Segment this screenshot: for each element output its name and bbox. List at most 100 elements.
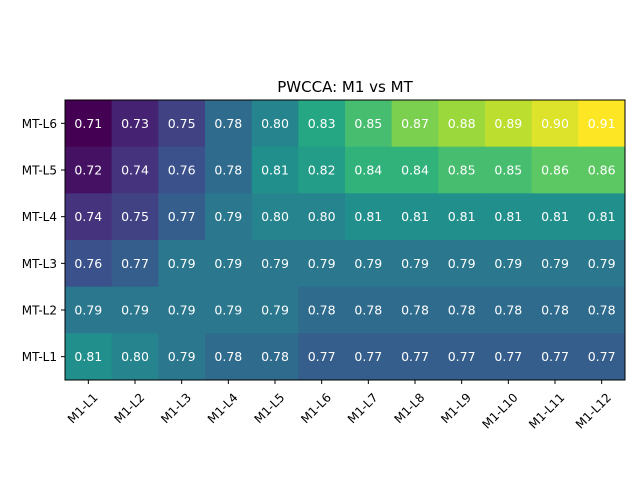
cell-value-label: 0.73 <box>121 116 149 131</box>
cell-value-label: 0.81 <box>261 163 289 178</box>
heatmap-cell <box>391 333 439 381</box>
heatmap-cell <box>205 240 253 288</box>
cell-value-label: 0.86 <box>588 163 616 178</box>
cell-value-label: 0.90 <box>541 116 569 131</box>
heatmap-cell <box>578 333 626 381</box>
heatmap-cell <box>65 333 113 381</box>
cell-value-label: 0.79 <box>74 303 102 318</box>
cell-value-label: 0.79 <box>448 256 476 271</box>
heatmap-cell <box>345 240 393 288</box>
heatmap-cell <box>345 333 393 381</box>
heatmap-cell-labels: 0.71 0.73 0.75 0.78 0.80 0.83 0.85 0.87 0.88 0.89… <box>74 116 615 364</box>
heatmap-cell <box>158 240 206 288</box>
cell-value-label: 0.77 <box>588 349 616 364</box>
cell-value-label: 0.83 <box>308 116 336 131</box>
cell-value-label: 0.79 <box>308 256 336 271</box>
chart-title: PWCCA: M1 vs MT <box>277 78 413 96</box>
heatmap-cell <box>205 286 253 334</box>
heatmap-cell <box>111 100 159 148</box>
cell-value-label: 0.81 <box>494 209 522 224</box>
heatmap-cell <box>345 193 393 241</box>
heatmap-cell <box>65 146 113 194</box>
cell-value-label: 0.81 <box>448 209 476 224</box>
cell-value-label: 0.80 <box>308 209 336 224</box>
heatmap-cell <box>345 146 393 194</box>
cell-value-label: 0.78 <box>541 303 569 318</box>
heatmap-cell <box>485 240 533 288</box>
heatmap-cell <box>205 193 253 241</box>
heatmap-cell <box>531 193 579 241</box>
cell-value-label: 0.78 <box>308 303 336 318</box>
heatmap-cell <box>298 100 346 148</box>
cell-value-label: 0.76 <box>168 163 196 178</box>
cell-value-label: 0.78 <box>588 303 616 318</box>
heatmap-cell <box>438 146 486 194</box>
heatmap-cell <box>485 333 533 381</box>
heatmap-cell <box>438 286 486 334</box>
cell-value-label: 0.77 <box>121 256 149 271</box>
y-axis-ticks: MT-L6 MT-L5 MT-L4 MT-L3 MT-L2 MT-L1 <box>22 117 65 364</box>
heatmap-cell <box>391 100 439 148</box>
cell-value-label: 0.77 <box>541 349 569 364</box>
heatmap-cell <box>251 100 299 148</box>
cell-value-label: 0.72 <box>74 163 102 178</box>
heatmap-cell <box>111 193 159 241</box>
heatmap-cell <box>298 240 346 288</box>
heatmap-cell <box>111 333 159 381</box>
cell-value-label: 0.85 <box>354 116 382 131</box>
heatmap-cells <box>65 100 626 381</box>
cell-value-label: 0.79 <box>354 256 382 271</box>
cell-value-label: 0.80 <box>261 116 289 131</box>
cell-value-label: 0.85 <box>494 163 522 178</box>
cell-value-label: 0.77 <box>401 349 429 364</box>
cell-value-label: 0.79 <box>214 303 242 318</box>
y-tick-label: MT-L6 <box>22 117 57 131</box>
cell-value-label: 0.76 <box>74 256 102 271</box>
heatmap-cell <box>111 146 159 194</box>
cell-value-label: 0.78 <box>448 303 476 318</box>
heatmap-cell <box>158 100 206 148</box>
cell-value-label: 0.74 <box>121 163 149 178</box>
cell-value-label: 0.77 <box>448 349 476 364</box>
heatmap-cell <box>578 240 626 288</box>
heatmap-cell <box>298 193 346 241</box>
heatmap-cell <box>391 286 439 334</box>
heatmap-cell <box>485 146 533 194</box>
cell-value-label: 0.78 <box>494 303 522 318</box>
cell-value-label: 0.79 <box>588 256 616 271</box>
cell-value-label: 0.79 <box>261 256 289 271</box>
heatmap-cell <box>111 286 159 334</box>
cell-value-label: 0.79 <box>168 303 196 318</box>
cell-value-label: 0.79 <box>121 303 149 318</box>
heatmap-cell <box>65 286 113 334</box>
cell-value-label: 0.89 <box>494 116 522 131</box>
heatmap-cell <box>578 146 626 194</box>
cell-value-label: 0.82 <box>308 163 336 178</box>
cell-value-label: 0.78 <box>354 303 382 318</box>
cell-value-label: 0.77 <box>168 209 196 224</box>
heatmap-cell <box>531 333 579 381</box>
heatmap-cell <box>438 240 486 288</box>
cell-value-label: 0.75 <box>168 116 196 131</box>
cell-value-label: 0.86 <box>541 163 569 178</box>
heatmap-cell <box>205 100 253 148</box>
heatmap-cell <box>158 146 206 194</box>
heatmap-cell <box>65 240 113 288</box>
cell-value-label: 0.77 <box>354 349 382 364</box>
cell-value-label: 0.79 <box>261 303 289 318</box>
heatmap-cell <box>391 240 439 288</box>
y-tick-label: MT-L5 <box>22 164 57 178</box>
heatmap-cell <box>578 193 626 241</box>
heatmap-cell <box>205 146 253 194</box>
heatmap-cell <box>251 193 299 241</box>
cell-value-label: 0.75 <box>121 209 149 224</box>
heatmap-cell <box>531 146 579 194</box>
cell-value-label: 0.84 <box>401 163 429 178</box>
cell-value-label: 0.79 <box>214 209 242 224</box>
y-tick-label: MT-L1 <box>22 350 57 364</box>
heatmap-cell <box>438 100 486 148</box>
y-tick-label: MT-L3 <box>22 257 57 271</box>
cell-value-label: 0.71 <box>74 116 102 131</box>
cell-value-label: 0.79 <box>214 256 242 271</box>
